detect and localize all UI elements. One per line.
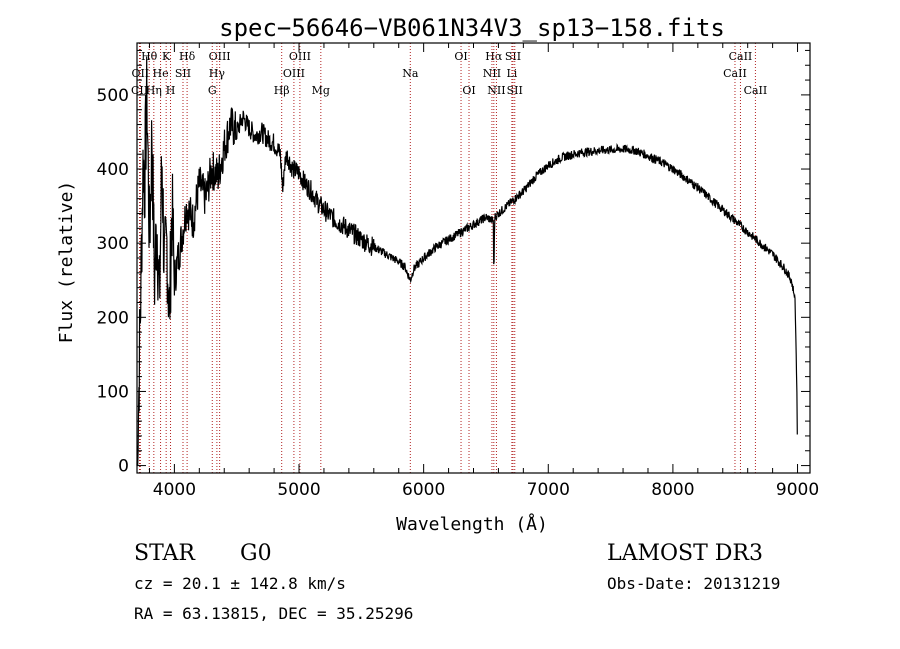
- x-tick-label: 5000: [277, 480, 320, 500]
- x-tick-label: 7000: [527, 480, 570, 500]
- y-tick-label: 400: [97, 160, 129, 180]
- x-tick-label: 4000: [153, 480, 196, 500]
- line-label-22: SII: [505, 50, 521, 63]
- x-tick-label: 9000: [776, 480, 819, 500]
- line-label-6: H: [166, 84, 176, 97]
- line-label-9: OIII: [209, 50, 231, 63]
- line-label-5: Hη: [146, 84, 162, 97]
- line-label-3: He: [153, 67, 169, 80]
- line-label-1: OII: [132, 67, 150, 80]
- line-label-27: CaII: [744, 84, 768, 97]
- x-tick-label: 6000: [402, 480, 445, 500]
- line-label-25: CaII: [729, 50, 753, 63]
- y-tick-label: 0: [118, 457, 129, 477]
- line-markers: Hθ OII CII He K Hη H SII Hδ OIII Hγ G Hβ OIII OIII Mg Na…: [131, 43, 767, 473]
- y-tick-label: 300: [97, 234, 129, 254]
- plot-frame: [136, 42, 811, 474]
- chart-title: spec−56646−VB061N34V3_sp13−158.fits: [219, 14, 725, 42]
- line-label-18: OI: [462, 84, 475, 97]
- line-label-4: K: [162, 50, 171, 63]
- line-label-10: Hγ: [209, 67, 226, 80]
- y-tick-label: 500: [97, 86, 129, 106]
- line-label-11: G: [208, 84, 217, 97]
- redshift-readout: cz = 20.1 ± 142.8 km/s: [134, 574, 346, 593]
- line-label-20: NII: [483, 67, 501, 80]
- line-label-0: Hθ: [141, 50, 158, 63]
- line-label-2: CII: [131, 84, 148, 97]
- line-label-12: Hβ: [274, 84, 290, 97]
- y-axis-label: Flux (relative): [56, 181, 77, 344]
- line-label-7: SII: [175, 67, 191, 80]
- y-tick-label: 100: [97, 382, 129, 402]
- line-label-14: OIII: [283, 67, 305, 80]
- line-label-17: OI: [454, 50, 467, 63]
- line-label-23: Li: [506, 67, 517, 80]
- spectrum-line: [136, 56, 798, 466]
- coordinates: RA = 63.13815, DEC = 35.25296: [134, 604, 413, 623]
- tick-labels: 4000 5000 6000 7000 8000 9000 0 100 200 300 400 500: [97, 86, 820, 500]
- line-label-15: Mg: [312, 84, 330, 97]
- line-label-8: Hδ: [179, 50, 196, 63]
- line-label-21: NII: [487, 84, 505, 97]
- subclass: G0: [240, 541, 272, 566]
- axes: [136, 42, 811, 474]
- line-label-13: OIII: [289, 50, 311, 63]
- x-tick-label: 8000: [651, 480, 694, 500]
- object-class: STAR: [134, 541, 196, 566]
- line-label-24: SII: [507, 84, 523, 97]
- survey-name: LAMOST DR3: [607, 541, 763, 566]
- line-label-26: CaII: [723, 67, 747, 80]
- spectrum-series: [136, 56, 798, 466]
- line-label-19: Hα: [485, 50, 503, 63]
- y-tick-label: 200: [97, 308, 129, 328]
- line-label-16: Na: [402, 67, 419, 80]
- obs-date: Obs-Date: 20131219: [607, 574, 780, 593]
- x-axis-label: Wavelength (Å): [396, 513, 548, 535]
